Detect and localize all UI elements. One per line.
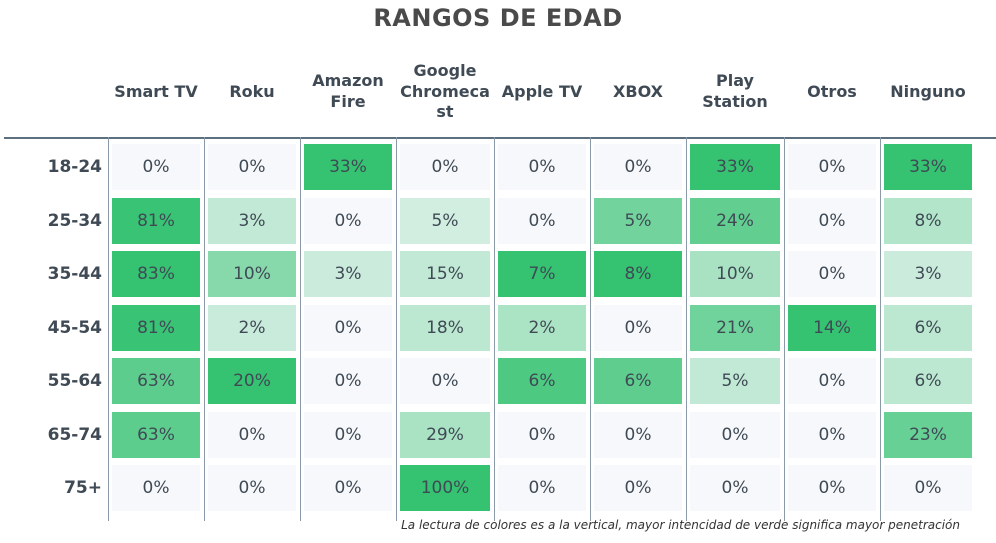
value-cell: 6% [498,358,586,404]
value-cell: 7% [498,251,586,297]
value-cell: 8% [594,251,682,297]
value-cell: 0% [208,144,296,190]
value-cell: 6% [884,304,972,351]
color-note: La lectura de colores es a la vertical, … [401,518,960,532]
column-divider [108,137,109,521]
value-cell: 33% [690,144,780,190]
column-divider [204,137,205,521]
column-header: Roku [229,81,275,101]
row-label: 45-54 [47,317,102,338]
value-cell: 2% [208,304,296,351]
header-divider [4,137,996,139]
column-divider [784,137,785,521]
value-cell: 0% [594,465,682,511]
column-header: Ninguno [890,81,966,101]
value-cell: 100% [400,465,490,511]
value-cell: 2% [498,304,586,351]
value-cell: 0% [788,358,876,404]
value-cell: 6% [594,358,682,404]
value-cell: 14% [788,304,876,351]
value-cell: 33% [304,144,392,190]
value-cell: 5% [690,358,780,404]
row-label: 25-34 [47,210,102,231]
value-cell: 0% [884,465,972,511]
value-cell: 0% [690,465,780,511]
value-cell: 3% [304,251,392,297]
value-cell: 3% [884,251,972,297]
value-cell: 0% [788,465,876,511]
value-cell: 0% [400,144,490,190]
value-cell: 0% [594,411,682,458]
value-cell: 0% [304,411,392,458]
column-header: Smart TV [114,81,198,101]
value-cell: 0% [594,144,682,190]
column-header: XBOX [613,81,663,101]
value-cell: 0% [304,304,392,351]
value-cell: 24% [690,197,780,244]
value-cell: 0% [304,465,392,511]
value-cell: 63% [112,358,200,404]
value-cell: 0% [498,411,586,458]
column-header: Amazon Fire [312,71,384,111]
column-divider [686,137,687,521]
chart-title: RANGOS DE EDAD [373,4,623,32]
value-cell: 0% [498,465,586,511]
value-cell: 20% [208,358,296,404]
value-cell: 0% [788,144,876,190]
value-cell: 0% [208,465,296,511]
value-cell: 33% [884,144,972,190]
value-cell: 0% [304,358,392,404]
value-cell: 0% [788,251,876,297]
value-cell: 10% [690,251,780,297]
value-cell: 0% [788,197,876,244]
value-cell: 10% [208,251,296,297]
column-divider [590,137,591,521]
value-cell: 0% [112,144,200,190]
column-divider [494,137,495,521]
value-cell: 3% [208,197,296,244]
column-divider [300,137,301,521]
row-label: 75+ [64,478,102,498]
value-cell: 15% [400,251,490,297]
row-label: 35-44 [47,264,102,284]
row-label: 65-74 [47,424,102,445]
value-cell: 0% [690,411,780,458]
value-cell: 0% [594,304,682,351]
value-cell: 18% [400,304,490,351]
value-cell: 63% [112,411,200,458]
column-divider [880,137,881,521]
row-label: 55-64 [47,371,102,391]
value-cell: 5% [594,197,682,244]
value-cell: 81% [112,197,200,244]
value-cell: 0% [112,465,200,511]
column-header: Otros [807,81,857,101]
row-label: 18-24 [47,157,102,177]
value-cell: 0% [498,197,586,244]
column-header: Play Station [702,71,768,111]
column-divider [396,137,397,521]
value-cell: 83% [112,251,200,297]
value-cell: 8% [884,197,972,244]
value-cell: 0% [400,358,490,404]
value-cell: 5% [400,197,490,244]
value-cell: 0% [304,197,392,244]
column-header: Apple TV [501,81,583,101]
value-cell: 29% [400,411,490,458]
value-cell: 0% [788,411,876,458]
value-cell: 6% [884,358,972,404]
value-cell: 0% [208,411,296,458]
value-cell: 21% [690,304,780,351]
column-header: Google Chromeca st [400,60,490,122]
value-cell: 81% [112,304,200,351]
value-cell: 0% [498,144,586,190]
value-cell: 23% [884,411,972,458]
